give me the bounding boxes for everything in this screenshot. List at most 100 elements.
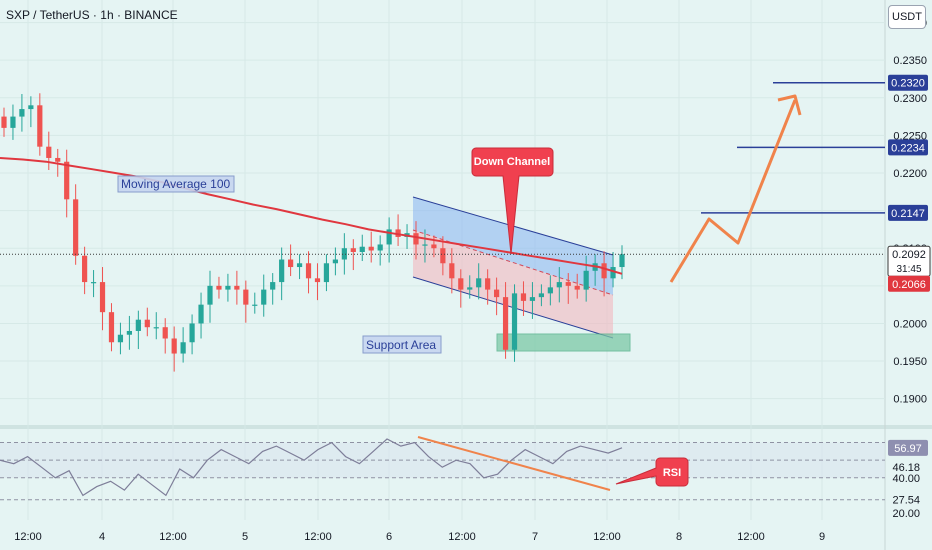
current-price-text: 0.2092 <box>892 249 926 261</box>
badge-bg <box>888 139 928 156</box>
badge-text: 0.2234 <box>891 142 925 154</box>
current-price-badge: 0.2092 31:45 <box>887 245 931 277</box>
candle-body <box>556 282 562 288</box>
candle-body <box>476 278 482 288</box>
down-channel-text: Down Channel <box>474 156 550 168</box>
candle-body <box>547 287 553 294</box>
time-tick-label: 12:00 <box>593 531 621 543</box>
candle-body <box>610 267 616 279</box>
candle-body <box>46 146 52 158</box>
candle-body <box>55 157 61 162</box>
candle-body <box>485 278 491 290</box>
candle-body <box>162 327 168 339</box>
price-tick-label: 0.2200 <box>893 168 927 180</box>
candle-body <box>565 282 571 286</box>
candle-body <box>511 293 518 350</box>
price-tick-label: 0.2300 <box>893 93 927 105</box>
callout-shape <box>471 147 554 255</box>
candle-body <box>368 246 374 251</box>
candle-body <box>180 342 186 354</box>
support-area-text: Support Area <box>366 338 436 352</box>
price-tick-label: 0.2350 <box>893 55 927 67</box>
time-tick-label: 12:00 <box>737 531 765 543</box>
candle-body <box>583 270 589 290</box>
candle-body <box>305 263 312 279</box>
candle-body <box>431 244 437 249</box>
candle-body <box>377 244 383 251</box>
candle-body <box>73 199 79 256</box>
candle-body <box>10 116 16 128</box>
badge-text: 0.2147 <box>891 208 925 220</box>
time-tick-label: 12:00 <box>304 531 332 543</box>
currency-selector[interactable]: USDT <box>888 5 926 29</box>
channel-upper-fill <box>413 197 613 295</box>
candle-body <box>413 233 419 245</box>
candle-body <box>90 282 97 284</box>
rsi-tick-label: 46.18 <box>892 462 920 474</box>
badge-bg <box>888 74 928 91</box>
moving-average-label: Moving Average 100 <box>117 175 235 193</box>
rsi-callout-text: RSI <box>663 467 681 479</box>
price-tick-label: 0.1950 <box>893 356 927 368</box>
label-bg <box>117 175 235 193</box>
candle-body <box>189 323 195 343</box>
pane-separator <box>0 425 932 429</box>
rsi-current-badge: 56.97 <box>888 439 928 456</box>
candle-body <box>108 312 115 343</box>
candle-body <box>171 338 177 354</box>
candle-body <box>279 259 285 283</box>
rsi-tick-label: 40.00 <box>892 473 920 485</box>
candle-body <box>449 263 455 279</box>
candle-body <box>619 254 625 268</box>
time-tick-label: 6 <box>386 531 392 543</box>
time-tick-label: 12:00 <box>448 531 476 543</box>
candle-body <box>37 105 43 147</box>
candle-body <box>153 327 159 329</box>
candle-body <box>359 246 365 252</box>
symbol-title[interactable]: SXP / TetherUS · 1h · BINANCE <box>6 8 178 22</box>
candle-body <box>538 293 544 298</box>
candle-body <box>502 297 509 350</box>
badge-text: 0.2320 <box>891 78 925 90</box>
time-tick-label: 4 <box>99 531 105 543</box>
channel-lower-fill <box>413 230 613 338</box>
candle-body <box>422 244 428 246</box>
candle-body <box>234 285 240 290</box>
candle-body <box>350 248 356 252</box>
candle-body <box>28 105 34 110</box>
channel-mid-line <box>412 229 614 296</box>
candle-body <box>252 304 258 306</box>
rsi-current-text: 56.97 <box>894 443 922 455</box>
candle-body <box>395 229 401 237</box>
candle-body <box>225 285 231 290</box>
time-tick-label: 12:00 <box>159 531 187 543</box>
price-tick-label: 0.2250 <box>893 130 927 142</box>
moving-average-text: Moving Average 100 <box>121 177 231 191</box>
candle-body <box>99 282 106 313</box>
candle-body <box>529 297 536 301</box>
time-tick-label: 9 <box>819 531 825 543</box>
rsi-tick-label: 27.54 <box>892 495 920 507</box>
ma-price-text: 0.2066 <box>892 279 926 291</box>
label-bg <box>362 335 442 354</box>
price-tick-label: 0.2000 <box>893 318 927 330</box>
candle-body <box>135 319 141 331</box>
badge-bg <box>888 275 930 292</box>
candle-body <box>296 263 303 268</box>
support-area-box <box>496 333 631 352</box>
time-tick-label: 5 <box>242 531 248 543</box>
time-tick-label: 7 <box>532 531 538 543</box>
candle-body <box>207 285 213 305</box>
callout-shape <box>615 457 689 487</box>
candle-body <box>261 289 267 305</box>
candle-body <box>19 109 25 117</box>
price-level-badge: 0.2320 <box>888 74 928 91</box>
badge-bg <box>888 204 928 221</box>
candle-body <box>440 248 446 264</box>
down-channel-callout: Down Channel <box>471 147 554 255</box>
candle-body <box>341 248 347 260</box>
ma-price-badge: 0.2066 <box>888 275 930 292</box>
time-tick-label: 8 <box>676 531 682 543</box>
candle-body <box>323 263 330 283</box>
